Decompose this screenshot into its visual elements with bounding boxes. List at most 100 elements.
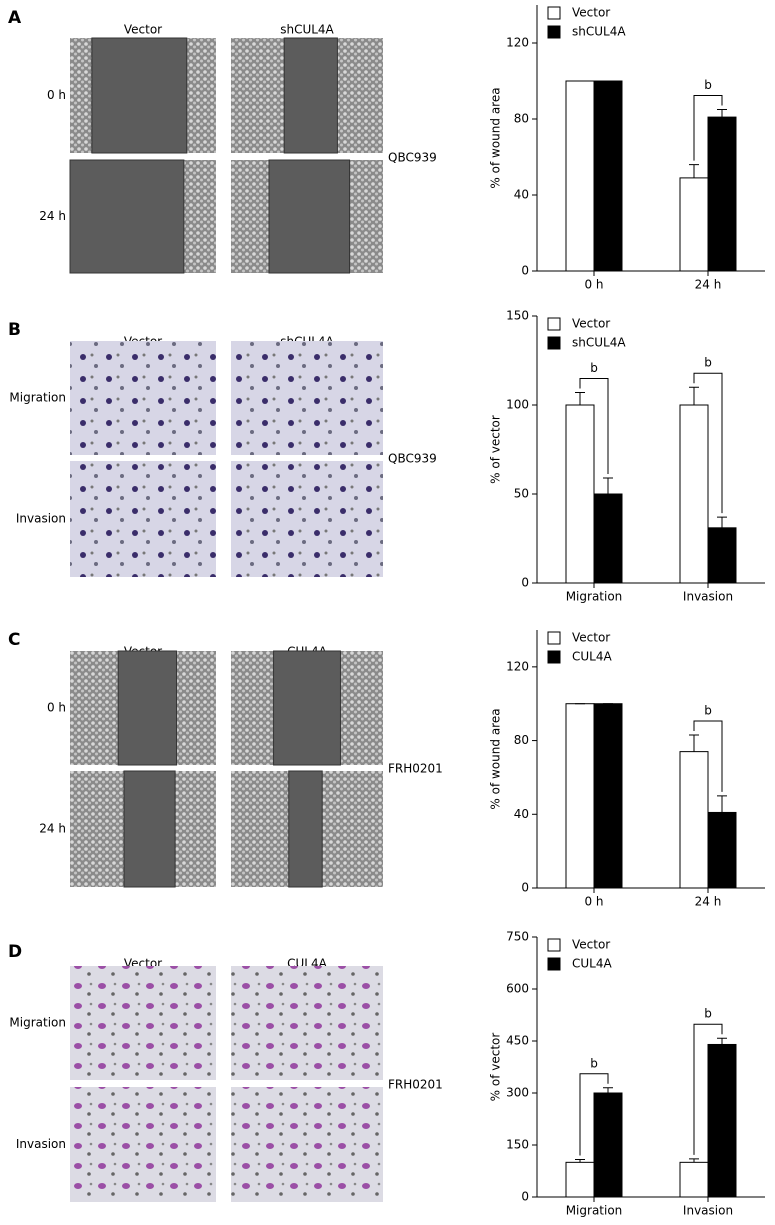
y-tick-label: 150 bbox=[506, 1138, 529, 1152]
wound-gap bbox=[288, 770, 323, 888]
significance-label: b bbox=[590, 361, 598, 375]
y-tick-label: 0 bbox=[521, 576, 529, 590]
row-label: 0 h bbox=[47, 701, 66, 715]
x-tick-label: Migration bbox=[566, 1204, 623, 1218]
panel-letter: A bbox=[8, 8, 22, 28]
bar bbox=[707, 527, 737, 584]
significance-bracket bbox=[693, 720, 723, 792]
legend-swatch bbox=[547, 957, 561, 971]
wound-gap bbox=[268, 159, 351, 274]
wound-gap bbox=[273, 650, 341, 766]
legend-label: Vector bbox=[572, 938, 610, 952]
panel-letter: D bbox=[8, 942, 22, 962]
row-label: 24 h bbox=[39, 209, 66, 223]
micrograph bbox=[70, 461, 216, 577]
y-axis-label: % of vector bbox=[489, 1033, 503, 1102]
bar bbox=[679, 177, 709, 272]
legend-swatch bbox=[547, 25, 561, 39]
significance-label: b bbox=[704, 356, 712, 370]
y-tick-label: 80 bbox=[514, 112, 529, 126]
row-label: 0 h bbox=[47, 88, 66, 102]
significance-bracket bbox=[693, 95, 723, 161]
cell-line-label: QBC939 bbox=[388, 452, 437, 466]
y-tick-label: 0 bbox=[521, 264, 529, 278]
column-label: Vector bbox=[124, 23, 162, 37]
error-bar bbox=[717, 109, 727, 118]
significance-bracket bbox=[693, 1023, 723, 1155]
bar bbox=[679, 1161, 709, 1198]
micrograph bbox=[70, 966, 216, 1080]
legend-swatch bbox=[547, 6, 561, 20]
column-label: shCUL4A bbox=[280, 23, 334, 37]
bar bbox=[679, 404, 709, 584]
row-label: 24 h bbox=[39, 822, 66, 836]
legend-swatch bbox=[547, 336, 561, 350]
y-tick-label: 120 bbox=[506, 659, 529, 673]
significance-bracket bbox=[579, 1073, 609, 1156]
micrograph bbox=[70, 1087, 216, 1202]
legend-swatch bbox=[547, 938, 561, 952]
y-tick-label: 600 bbox=[506, 982, 529, 996]
error-bar bbox=[717, 516, 727, 528]
legend-label: Vector bbox=[572, 317, 610, 331]
significance-bracket bbox=[693, 372, 723, 514]
legend-label: Vector bbox=[572, 631, 610, 645]
error-bar bbox=[689, 164, 699, 178]
bar bbox=[707, 116, 737, 272]
y-tick-label: 80 bbox=[514, 733, 529, 747]
wound-gap bbox=[91, 37, 188, 154]
error-bar bbox=[603, 1087, 613, 1093]
y-tick-label: 120 bbox=[506, 36, 529, 50]
error-bar bbox=[689, 386, 699, 405]
legend-label: shCUL4A bbox=[572, 336, 626, 350]
y-axis-label: % of wound area bbox=[489, 87, 503, 188]
wound-gap bbox=[69, 159, 185, 274]
error-bar bbox=[603, 477, 613, 494]
error-bar bbox=[689, 734, 699, 752]
significance-label: b bbox=[704, 704, 712, 718]
bar bbox=[565, 703, 595, 889]
micrograph bbox=[231, 341, 383, 455]
x-tick-label: Migration bbox=[566, 590, 623, 604]
significance-label: b bbox=[704, 78, 712, 92]
y-tick-label: 150 bbox=[506, 309, 529, 323]
wound-gap bbox=[283, 37, 338, 154]
y-tick-label: 40 bbox=[514, 807, 529, 821]
panel-letter: B bbox=[8, 320, 21, 340]
micrograph bbox=[70, 341, 216, 455]
bar bbox=[593, 703, 623, 889]
bar bbox=[707, 1043, 737, 1198]
y-tick-label: 450 bbox=[506, 1034, 529, 1048]
panel-letter: C bbox=[8, 630, 20, 650]
bar bbox=[565, 1161, 595, 1198]
bar bbox=[593, 493, 623, 584]
row-label: Invasion bbox=[16, 1137, 66, 1151]
x-tick-label: 24 h bbox=[695, 895, 722, 909]
wound-gap bbox=[117, 650, 178, 766]
row-label: Migration bbox=[9, 1016, 66, 1030]
y-tick-label: 40 bbox=[514, 188, 529, 202]
error-bar bbox=[717, 1037, 727, 1045]
wound-gap bbox=[123, 770, 176, 888]
bar bbox=[593, 1092, 623, 1198]
y-axis-label: % of wound area bbox=[489, 708, 503, 809]
significance-label: b bbox=[590, 1056, 598, 1070]
legend-label: Vector bbox=[572, 6, 610, 20]
row-label: Invasion bbox=[16, 512, 66, 526]
y-tick-label: 750 bbox=[506, 930, 529, 944]
legend-label: CUL4A bbox=[572, 957, 612, 971]
micrograph bbox=[231, 461, 383, 577]
legend-swatch bbox=[547, 650, 561, 664]
x-tick-label: Invasion bbox=[683, 1204, 733, 1218]
cell-line-label: QBC939 bbox=[388, 151, 437, 165]
row-label: Migration bbox=[9, 391, 66, 405]
error-bar bbox=[689, 1158, 699, 1163]
cell-line-label: FRH0201 bbox=[388, 1078, 443, 1092]
micrograph bbox=[231, 966, 383, 1080]
bar bbox=[565, 404, 595, 584]
y-tick-label: 300 bbox=[506, 1086, 529, 1100]
significance-bracket bbox=[579, 378, 609, 474]
bar bbox=[707, 811, 737, 889]
y-axis-label: % of vector bbox=[489, 415, 503, 484]
